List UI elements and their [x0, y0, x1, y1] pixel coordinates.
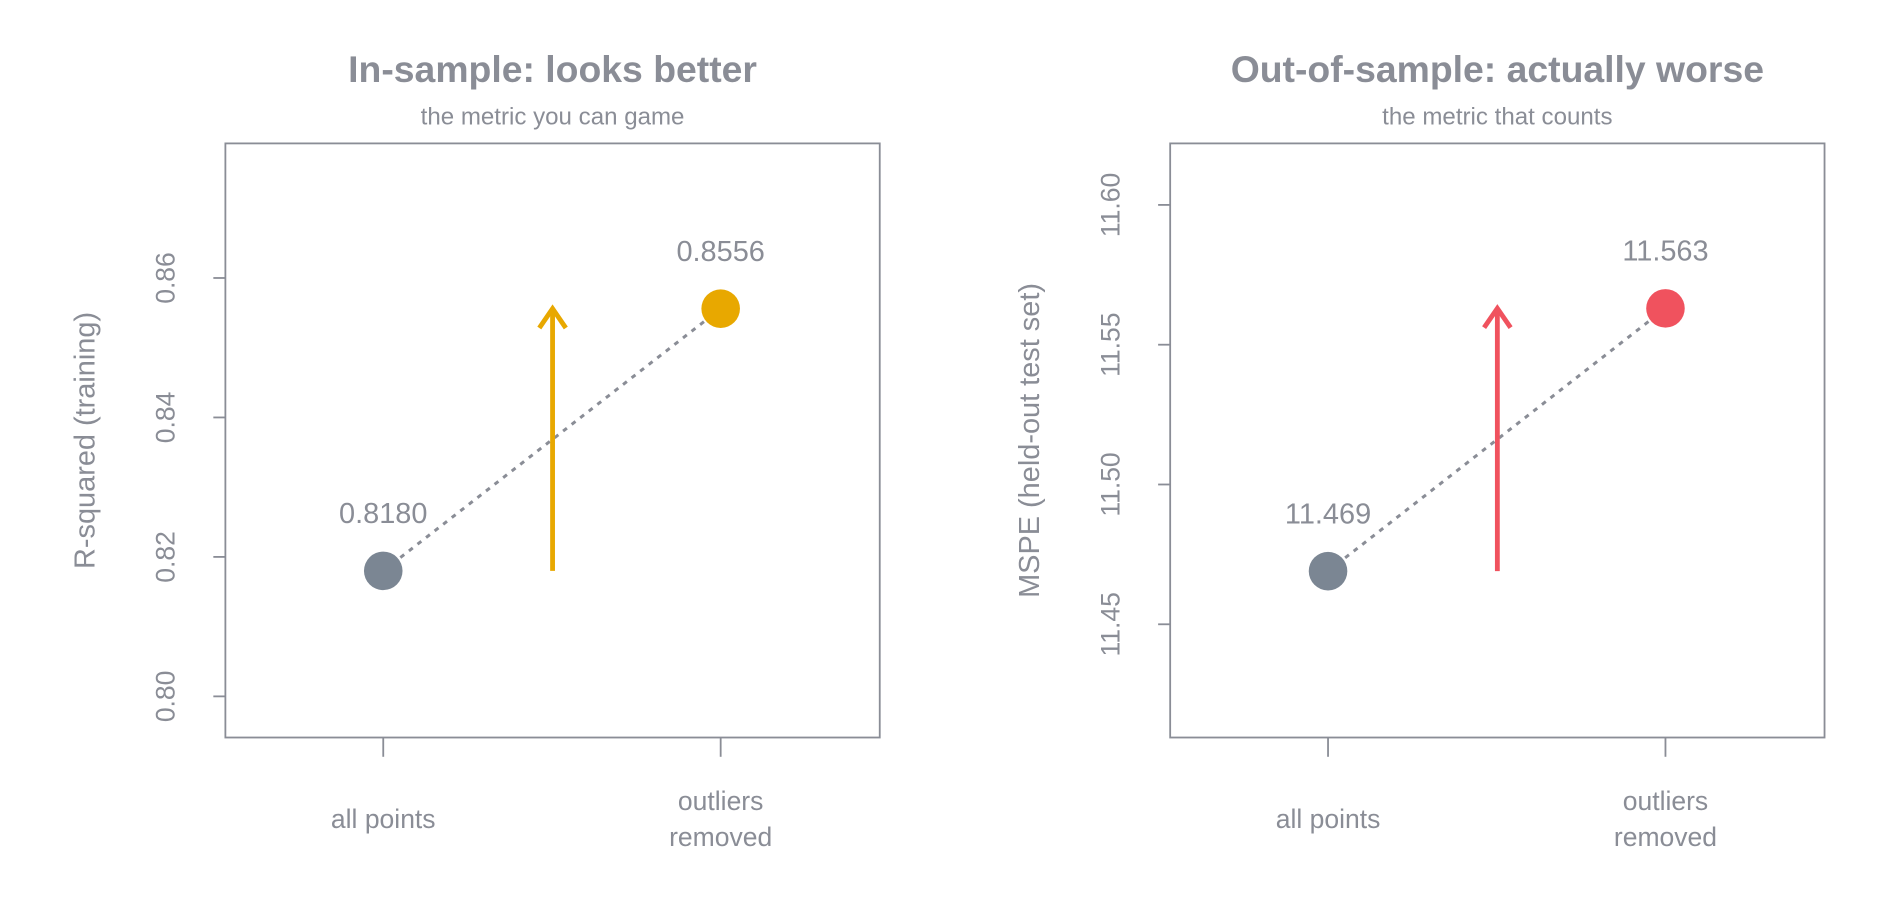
- y-tick-label: 11.55: [1095, 313, 1125, 377]
- chart-subtitle: the metric you can game: [421, 103, 685, 130]
- plot-frame: [1169, 142, 1826, 739]
- y-tick-label: 11.50: [1095, 452, 1125, 516]
- chart-subtitle: the metric that counts: [1382, 103, 1612, 130]
- value-label: 0.8556: [676, 236, 764, 268]
- x-tick-label-wrap: outliers removed: [1557, 777, 1774, 861]
- plot-frame: [224, 142, 881, 739]
- x-tick-label-box: outliers removed: [612, 777, 829, 861]
- x-tick-label-wrap: outliers removed: [612, 777, 829, 861]
- value-label: 11.469: [1285, 498, 1371, 530]
- point: [701, 289, 740, 328]
- y-axis-title: R-squared (training): [69, 312, 101, 569]
- y-tick-label: 0.80: [151, 671, 181, 723]
- point: [1308, 551, 1348, 591]
- x-tick-label: outliers removed: [1613, 785, 1718, 852]
- y-tick-label: 0.82: [151, 531, 181, 583]
- chart-title: Out-of-sample: actually worse: [1231, 48, 1764, 90]
- x-tick-label-box: all points: [275, 777, 492, 861]
- arrow-head: [537, 304, 568, 330]
- x-tick-label-wrap: all points: [1220, 777, 1437, 861]
- x-tick-label-wrap: all points: [275, 777, 492, 861]
- x-tick-label: all points: [330, 803, 436, 834]
- y-tick-label: 0.84: [151, 392, 181, 444]
- x-tick-label: all points: [1275, 803, 1381, 834]
- y-tick-label: 0.86: [151, 252, 181, 304]
- arrow-head: [1482, 304, 1513, 330]
- x-tick-label-box: all points: [1220, 777, 1437, 861]
- value-label: 0.8180: [339, 498, 427, 530]
- value-label: 11.563: [1622, 236, 1708, 268]
- y-axis-title: MSPE (held-out test set): [1014, 283, 1046, 598]
- point: [363, 551, 403, 591]
- y-tick-label: 11.45: [1095, 592, 1125, 656]
- chart-title: In-sample: looks better: [348, 48, 757, 90]
- y-tick-label: 11.60: [1095, 173, 1125, 237]
- x-tick-label-box: outliers removed: [1557, 777, 1774, 861]
- x-tick-label: outliers removed: [669, 785, 773, 852]
- point: [1646, 289, 1685, 328]
